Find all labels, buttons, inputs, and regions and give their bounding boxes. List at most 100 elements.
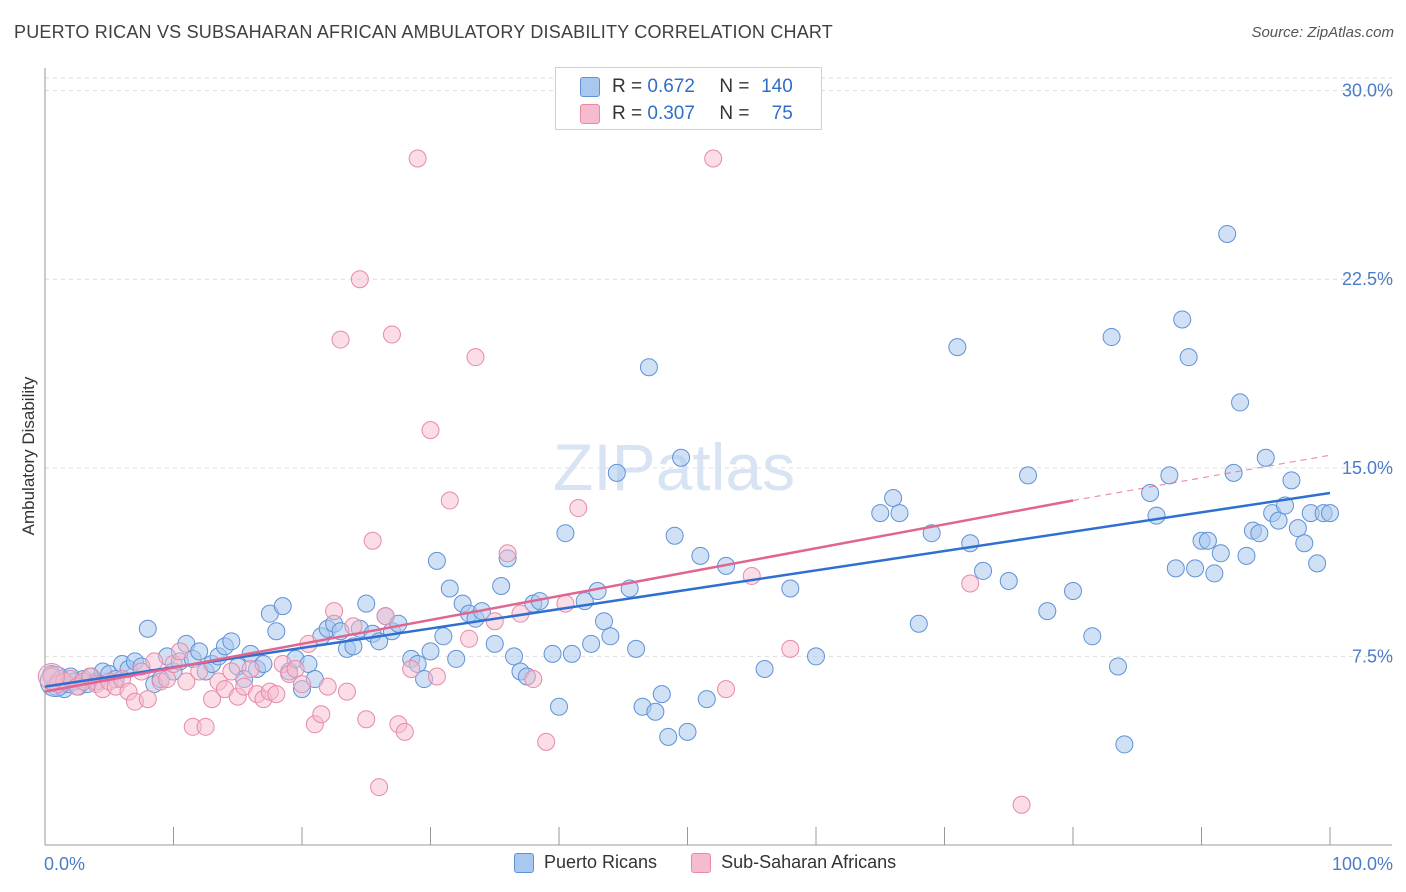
x-tick-label: 100.0%	[1332, 854, 1393, 874]
data-point-puerto-ricans	[807, 647, 825, 666]
legend-r-value: 0.672	[647, 76, 695, 97]
data-point-puerto-ricans	[1108, 657, 1127, 676]
data-point-puerto-ricans	[1211, 544, 1230, 563]
y-tick-label: 15.0%	[1342, 458, 1393, 478]
legend-row-puerto-ricans: R = 0.672 N = 140	[580, 75, 793, 99]
watermark-main: ZIP	[553, 430, 656, 504]
data-point-puerto-ricans	[1083, 627, 1102, 646]
data-point-sub-saharan-africans	[138, 690, 157, 709]
legend-item-sub-saharan-africans: Sub-Saharan Africans	[691, 852, 896, 873]
data-point-sub-saharan-africans	[363, 531, 382, 550]
data-point-puerto-ricans	[1038, 602, 1057, 621]
chart-title: PUERTO RICAN VS SUBSAHARAN AFRICAN AMBUL…	[14, 22, 833, 42]
data-point-sub-saharan-africans	[241, 659, 260, 678]
data-point-sub-saharan-africans	[190, 662, 209, 681]
data-point-puerto-ricans	[948, 338, 967, 357]
data-point-sub-saharan-africans	[717, 680, 736, 699]
data-point-puerto-ricans	[1173, 310, 1192, 329]
data-point-puerto-ricans	[1198, 531, 1217, 550]
trend-lines	[44, 454, 1331, 693]
legend-r-label: R =	[612, 76, 643, 97]
data-point-puerto-ricans	[678, 722, 697, 741]
data-point-puerto-ricans	[1282, 471, 1301, 490]
data-point-puerto-ricans	[652, 685, 671, 704]
data-point-puerto-ricans	[1224, 463, 1243, 482]
legend-r-value: 0.307	[647, 103, 695, 124]
data-point-puerto-ricans	[1064, 582, 1082, 601]
data-point-puerto-ricans	[1179, 348, 1198, 367]
data-point-puerto-ricans	[505, 647, 524, 666]
data-point-puerto-ricans	[999, 571, 1018, 590]
stats-legend: R = 0.672 N = 140 R = 0.307 N = 75	[555, 67, 822, 130]
legend-row-sub-saharan-africans: R = 0.307 N = 75	[580, 102, 793, 126]
data-point-puerto-ricans	[138, 619, 157, 638]
data-point-puerto-ricans	[427, 551, 446, 570]
watermark-sub: atlas	[655, 430, 796, 504]
data-point-puerto-ricans	[1256, 448, 1275, 467]
data-point-puerto-ricans	[639, 358, 658, 377]
data-point-sub-saharan-africans	[293, 675, 311, 694]
legend-label-puerto-ricans: Puerto Ricans	[544, 852, 658, 872]
data-point-sub-saharan-africans	[781, 639, 800, 658]
data-point-sub-saharan-africans	[460, 629, 479, 648]
data-point-puerto-ricans	[485, 634, 504, 653]
data-point-sub-saharan-africans	[222, 662, 241, 681]
trend-line-sub-saharan-africans	[44, 499, 1074, 693]
data-point-sub-saharan-africans	[485, 612, 504, 631]
data-point-sub-saharan-africans	[402, 659, 421, 678]
data-point-puerto-ricans	[890, 504, 909, 523]
data-point-sub-saharan-africans	[382, 325, 401, 344]
legend-n-value: 75	[771, 103, 793, 124]
data-point-puerto-ricans	[1308, 554, 1327, 573]
data-point-sub-saharan-africans	[318, 677, 337, 696]
data-point-puerto-ricans	[974, 561, 993, 580]
data-point-sub-saharan-africans	[325, 602, 344, 621]
data-point-puerto-ricans	[1321, 504, 1339, 523]
data-point-puerto-ricans	[440, 579, 459, 598]
data-point-puerto-ricans	[1147, 506, 1166, 525]
data-point-sub-saharan-africans	[427, 667, 446, 686]
y-tick-label: 7.5%	[1352, 646, 1393, 666]
data-point-puerto-ricans	[344, 637, 363, 656]
data-point-puerto-ricans	[781, 579, 800, 598]
data-point-sub-saharan-africans	[569, 499, 588, 518]
data-point-puerto-ricans	[1288, 519, 1307, 538]
data-point-sub-saharan-africans	[466, 348, 485, 367]
data-point-sub-saharan-africans	[196, 717, 215, 736]
data-point-sub-saharan-africans	[350, 270, 369, 289]
data-point-sub-saharan-africans	[408, 149, 427, 168]
data-point-sub-saharan-africans	[1012, 795, 1031, 814]
data-point-sub-saharan-africans	[537, 732, 556, 751]
data-point-sub-saharan-africans	[312, 705, 331, 724]
data-point-puerto-ricans	[665, 526, 684, 545]
data-point-sub-saharan-africans	[370, 778, 389, 797]
data-point-sub-saharan-africans	[170, 642, 189, 661]
chart-source: Source: ZipAtlas.com	[1251, 24, 1394, 41]
data-point-puerto-ricans	[1250, 524, 1269, 543]
watermark: ZIPatlas	[553, 405, 795, 512]
data-point-sub-saharan-africans	[357, 710, 376, 729]
data-point-sub-saharan-africans	[440, 491, 459, 510]
data-point-puerto-ricans	[1269, 511, 1288, 530]
data-point-sub-saharan-africans	[395, 722, 414, 741]
legend-n-value: 140	[761, 76, 793, 97]
data-point-puerto-ricans	[550, 697, 568, 716]
data-point-puerto-ricans	[1186, 559, 1205, 578]
data-point-puerto-ricans	[556, 524, 575, 543]
data-point-puerto-ricans	[909, 614, 928, 633]
data-point-sub-saharan-africans	[961, 574, 980, 593]
data-point-sub-saharan-africans	[267, 685, 286, 704]
data-point-sub-saharan-africans	[498, 544, 517, 563]
data-point-puerto-ricans	[222, 632, 241, 651]
data-point-puerto-ricans	[607, 463, 626, 482]
data-point-sub-saharan-africans	[286, 659, 305, 678]
y-axis-title: Ambulatory Disability	[19, 376, 38, 535]
data-point-sub-saharan-africans	[421, 421, 440, 440]
data-point-sub-saharan-africans	[331, 330, 350, 349]
legend-label-sub-saharan-africans: Sub-Saharan Africans	[721, 852, 897, 872]
data-point-puerto-ricans	[922, 524, 941, 543]
legend-n-label: N =	[719, 76, 750, 97]
data-point-puerto-ricans	[601, 627, 620, 646]
data-point-puerto-ricans	[884, 488, 903, 507]
